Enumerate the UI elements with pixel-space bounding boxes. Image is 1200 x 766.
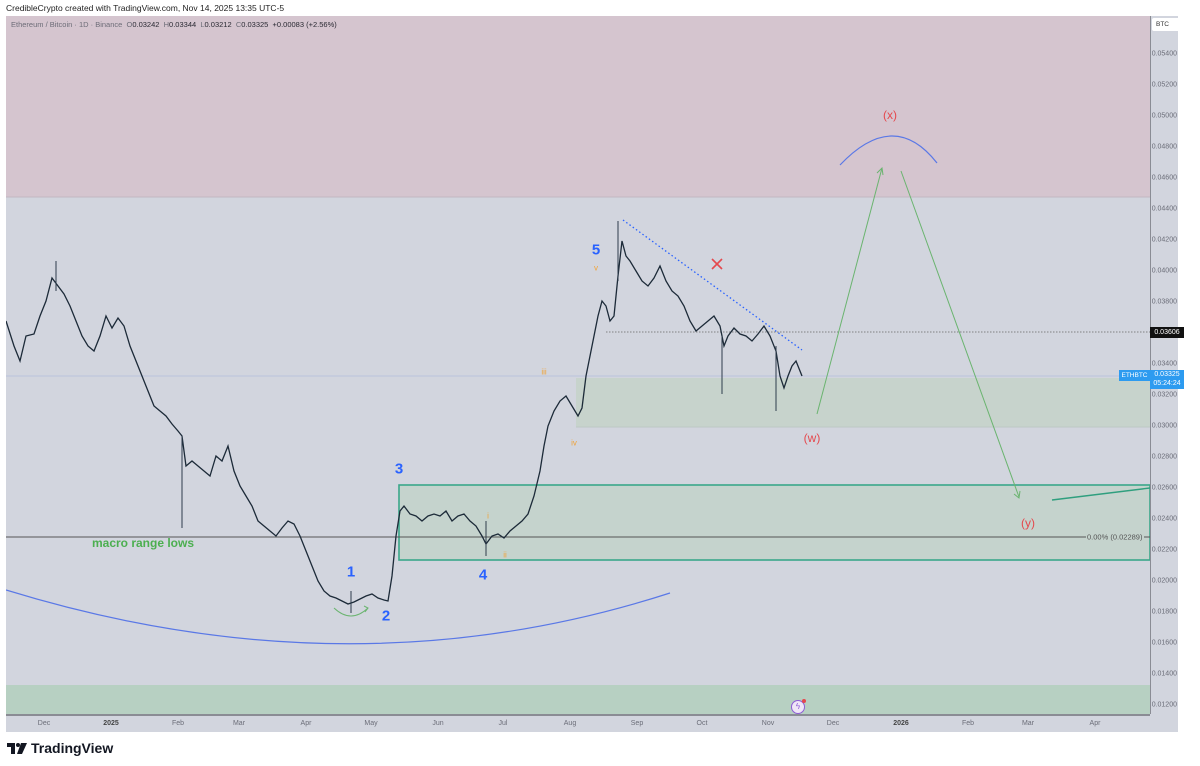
x-tick: 2025 — [103, 720, 119, 727]
wave-label-4: 4 — [478, 566, 488, 584]
x-tick: Dec — [37, 720, 51, 727]
fib-level-label: 0.00% (0.02289) — [1087, 532, 1143, 542]
low-value: 0.03212 — [204, 20, 232, 29]
wave-label-x: (x) — [883, 108, 897, 122]
x-tick: Aug — [563, 720, 577, 727]
price-series — [6, 240, 803, 605]
y-tick: 0.05400 — [1151, 50, 1177, 58]
y-tick: 0.02200 — [1151, 546, 1177, 554]
projection-path — [816, 166, 1021, 499]
x-tick: Mar — [1021, 720, 1035, 727]
currency-unit-button[interactable]: BTC — [1152, 18, 1182, 31]
y-tick: 0.03400 — [1151, 360, 1177, 368]
x-tick: Dec — [826, 720, 840, 727]
x-tick: Feb — [961, 720, 975, 727]
bar-countdown: 05:24:24 — [1153, 380, 1181, 387]
wave-label-1: 1 — [346, 563, 356, 581]
wave-label-ii: ii — [503, 550, 507, 560]
wave-label-i: i — [487, 511, 489, 521]
x-top-arc — [839, 135, 938, 166]
y-tick: 0.01400 — [1151, 670, 1177, 678]
deep-support-zone — [6, 685, 1150, 714]
support-zone-w — [576, 378, 1150, 427]
dotted-level-price-tag: 0.03606 — [1150, 327, 1184, 338]
y-tick: 0.02000 — [1151, 577, 1177, 585]
wave-label-w: (w) — [803, 431, 821, 445]
bounce-arrow — [333, 607, 369, 617]
event-lightning-icon[interactable]: ϟ — [791, 700, 805, 714]
range-box — [398, 484, 1150, 561]
y-tick: 0.02600 — [1151, 484, 1177, 492]
price-axis[interactable]: 0.05400 0.05200 0.05000 0.04800 0.04600 … — [1150, 16, 1179, 714]
y-tick: 0.03000 — [1151, 422, 1177, 430]
tradingview-logo-icon — [7, 742, 27, 754]
brand-name: TradingView — [31, 740, 114, 756]
invalidation-x-icon — [711, 258, 723, 270]
x-tick: 2026 — [893, 720, 909, 727]
macro-range-lows-label: macro range lows — [91, 536, 195, 550]
ohlc-legend: Ethereum / Bitcoin · 1D · Binance O0.032… — [11, 20, 337, 29]
teal-rising-line — [1051, 487, 1150, 501]
wave-label-v: v — [594, 263, 598, 273]
y-tick: 0.05200 — [1151, 81, 1177, 89]
chart-credit: CredibleCrypto created with TradingView.… — [6, 3, 285, 13]
y-tick: 0.04200 — [1151, 236, 1177, 244]
wave-label-iii: iii — [541, 367, 547, 377]
y-tick: 0.01200 — [1151, 701, 1177, 709]
candle-wicks — [55, 221, 777, 613]
x-tick: Jun — [432, 720, 444, 727]
x-tick: Nov — [761, 720, 775, 727]
chart-plot-area[interactable]: Ethereum / Bitcoin · 1D · Binance O0.032… — [6, 16, 1150, 714]
y-tick: 0.03800 — [1151, 298, 1177, 306]
y-tick: 0.05000 — [1151, 112, 1177, 120]
x-tick: Sep — [630, 720, 644, 727]
current-price-tag: 0.03325 05:24:24 — [1150, 370, 1184, 389]
upper-resistance-zone — [6, 16, 1150, 197]
downtrend-line — [622, 219, 803, 351]
y-tick: 0.04800 — [1151, 143, 1177, 151]
x-tick: Feb — [171, 720, 185, 727]
x-tick: May — [364, 720, 378, 727]
x-tick: Jul — [498, 720, 508, 727]
current-price-value: 0.03325 — [1154, 371, 1180, 378]
x-tick: Apr — [1089, 720, 1101, 727]
wave-label-3: 3 — [394, 460, 404, 478]
chart-frame: Ethereum / Bitcoin · 1D · Binance O0.032… — [6, 16, 1184, 734]
chart-canvas — [6, 16, 1150, 714]
symbol-title[interactable]: Ethereum / Bitcoin · 1D · Binance — [11, 20, 123, 29]
y-tick: 0.01600 — [1151, 639, 1177, 647]
time-axis[interactable]: Dec 2025 Feb Mar Apr May Jun Jul Aug Sep… — [6, 714, 1150, 734]
wave-label-2: 2 — [381, 607, 391, 625]
wave-label-y: (y) — [1021, 516, 1035, 530]
y-tick: 0.04000 — [1151, 267, 1177, 275]
wave-label-5: 5 — [591, 241, 601, 259]
y-tick: 0.02800 — [1151, 453, 1177, 461]
x-tick: Apr — [300, 720, 312, 727]
x-tick: Mar — [232, 720, 246, 727]
tradingview-logo[interactable]: TradingView — [7, 740, 113, 756]
y-tick: 0.03200 — [1151, 391, 1177, 399]
open-value: 0.03242 — [132, 20, 160, 29]
event-notification-dot — [802, 699, 806, 703]
y-tick: 0.01800 — [1151, 608, 1177, 616]
y-tick: 0.04600 — [1151, 174, 1177, 182]
macro-arc — [6, 589, 671, 645]
wave-label-iv: iv — [571, 438, 577, 448]
symbol-price-tag: ETHBTC — [1119, 370, 1150, 381]
change-value: +0.00083 (+2.56%) — [272, 20, 337, 29]
y-tick: 0.02400 — [1151, 515, 1177, 523]
high-value: 0.03344 — [169, 20, 197, 29]
x-tick: Oct — [696, 720, 708, 727]
close-value: 0.03325 — [241, 20, 269, 29]
y-tick: 0.04400 — [1151, 205, 1177, 213]
